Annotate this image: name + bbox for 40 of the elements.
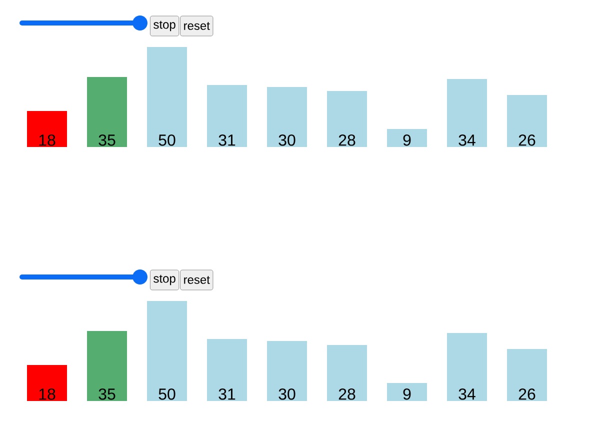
- data-label: 35: [98, 388, 116, 400]
- bar: [267, 86, 307, 147]
- text: reset: [184, 22, 210, 30]
- bar: [87, 330, 128, 401]
- data-label: 50: [158, 388, 176, 400]
- data-label: 30: [278, 134, 296, 146]
- bar: [207, 338, 248, 401]
- data-label: 18: [39, 388, 56, 400]
- bar: [147, 300, 188, 401]
- bar: [147, 46, 188, 147]
- bar: [446, 78, 487, 147]
- data-label: 34: [458, 388, 476, 400]
- bar: [506, 94, 547, 147]
- data-label: 18: [39, 134, 56, 146]
- data-label: 31: [218, 388, 236, 400]
- bar: [267, 340, 307, 401]
- bar: [387, 382, 427, 401]
- bar: [506, 348, 547, 401]
- data-label: 30: [278, 388, 296, 400]
- data-label: 9: [403, 134, 411, 146]
- data-label: 9: [403, 388, 411, 400]
- text: reset: [184, 276, 210, 284]
- bar: [446, 332, 487, 401]
- bar: [327, 90, 367, 147]
- data-label: 26: [518, 388, 536, 400]
- data-label: 35: [98, 134, 116, 146]
- data-label: 31: [218, 134, 236, 146]
- text: stop: [154, 274, 176, 286]
- data-label: 28: [338, 388, 356, 400]
- data-label: 26: [518, 134, 536, 146]
- data-label: 34: [458, 134, 476, 146]
- data-label: 50: [158, 134, 176, 146]
- text: stop: [154, 20, 176, 32]
- bar: [327, 344, 367, 401]
- bar: [27, 364, 68, 401]
- bar: [87, 76, 128, 147]
- bar: [207, 84, 248, 147]
- bar: [387, 128, 427, 147]
- bar: [27, 110, 68, 147]
- data-label: 28: [338, 134, 356, 146]
